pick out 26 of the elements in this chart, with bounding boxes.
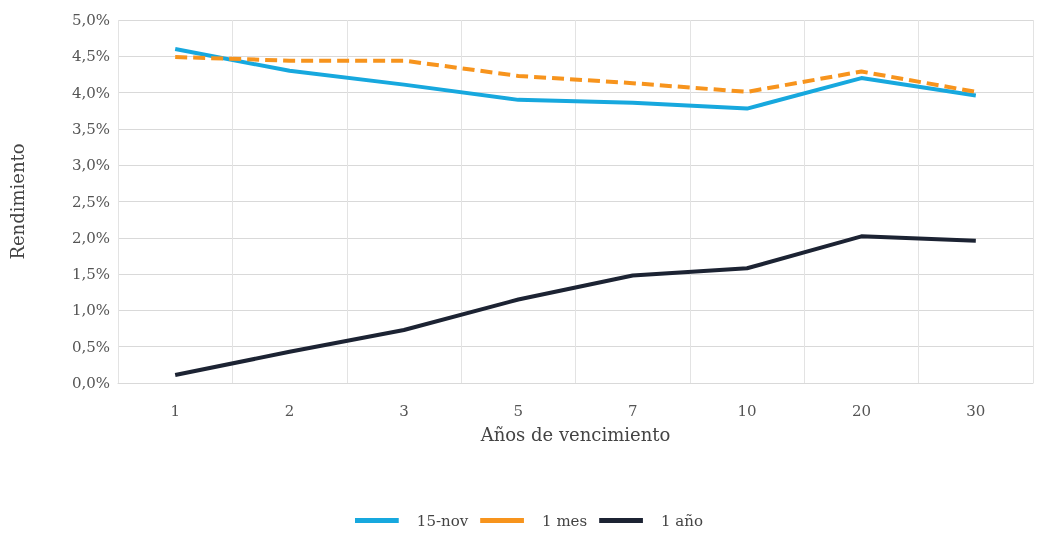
x-tick-label: 10 (737, 401, 757, 420)
legend-label: 1 año (661, 511, 704, 530)
legend-label: 15-nov (416, 511, 469, 530)
y-tick-label: 3,0% (71, 156, 110, 175)
y-tick-label: 4,0% (71, 83, 110, 102)
y-axis-title: Rendimiento (6, 143, 28, 260)
line-series (173, 234, 978, 378)
x-tick-label: 7 (627, 401, 638, 420)
x-tick-label: 30 (966, 401, 986, 420)
y-tick-label: 0,0% (71, 374, 110, 392)
y-tick-label: 2,0% (71, 228, 110, 247)
x-tick-label: 2 (284, 401, 295, 420)
x-tick-label: 3 (399, 401, 409, 420)
line-series (173, 47, 978, 111)
x-tick-label: 5 (513, 401, 524, 420)
y-tick-label: 2,5% (71, 192, 110, 211)
y-tick-label: 4,5% (71, 47, 110, 66)
x-tick-label: 20 (851, 401, 871, 420)
x-axis-title: Años de vencimiento (479, 423, 671, 445)
y-tick-label: 1,0% (71, 301, 110, 320)
legend-label: 1 mes (542, 511, 588, 530)
y-tick-label: 5,0% (71, 11, 110, 29)
y-tick-label: 3,5% (71, 119, 110, 138)
y-tick-label: 1,5% (71, 265, 110, 284)
y-tick-label: 0,5% (71, 337, 110, 356)
x-tick-label: 1 (170, 401, 180, 420)
